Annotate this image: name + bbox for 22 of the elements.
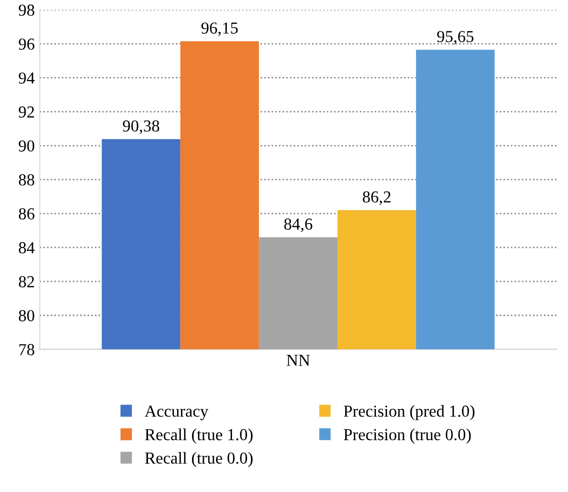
data-label: 96,15 xyxy=(201,22,238,36)
data-label: 95,65 xyxy=(437,30,474,45)
y-tick-label: 94 xyxy=(18,72,35,84)
y-tick-label: 78 xyxy=(19,344,34,356)
y-tick-label: 92 xyxy=(18,106,34,118)
y-tick-label: 90 xyxy=(18,140,34,152)
legend-label: Recall (true 1.0) xyxy=(145,428,253,444)
y-tick-label: 86 xyxy=(18,208,34,220)
y-tick-label: 98 xyxy=(18,4,34,16)
y-tick-label: 82 xyxy=(18,276,34,288)
legend-label: Recall (true 0.0) xyxy=(145,452,253,468)
data-label: 90,38 xyxy=(122,120,160,134)
legend-label: Precision (pred 1.0) xyxy=(344,405,474,420)
legend-label: Accuracy xyxy=(144,406,208,420)
data-label: 84,6 xyxy=(284,218,312,232)
y-tick-label: 80 xyxy=(18,310,34,322)
y-tick-label: 96 xyxy=(18,38,34,50)
x-tick-label: NN xyxy=(286,354,310,366)
y-tick-label: 84 xyxy=(18,242,35,254)
legend-label: Precision (true 0.0) xyxy=(344,428,471,444)
data-label: 86,2 xyxy=(362,191,390,205)
y-tick-label: 88 xyxy=(18,174,34,186)
